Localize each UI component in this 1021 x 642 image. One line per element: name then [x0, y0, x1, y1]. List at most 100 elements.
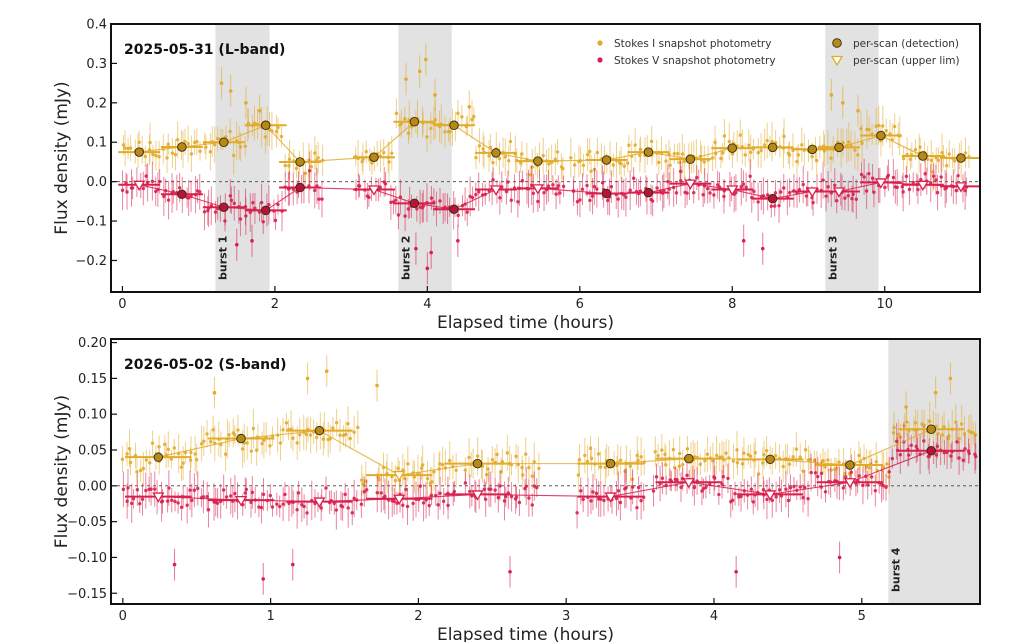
stokes-v-point	[777, 488, 782, 492]
stokes-v-point	[213, 210, 218, 214]
stokes-v-point	[907, 453, 911, 457]
stokes-v-point	[232, 201, 236, 206]
stokes-i-point	[829, 468, 833, 472]
stokes-i-point	[628, 464, 632, 468]
stokes-i-point	[199, 442, 204, 446]
stokes-i-point	[622, 164, 627, 168]
stokes-v-point	[257, 505, 261, 509]
stokes-v-point	[956, 173, 960, 178]
panel-title: 2026-05-02 (S-band)	[124, 357, 287, 373]
stokes-v-point	[581, 497, 585, 502]
stokes-i-point	[588, 149, 592, 154]
stokes-v-point	[955, 440, 959, 444]
stokes-i-point	[309, 164, 314, 169]
stokes-i-point	[952, 159, 957, 163]
stokes-v-point	[415, 207, 419, 211]
stokes-i-point	[507, 159, 511, 163]
stokes-v-point	[244, 487, 249, 492]
stokes-i-point	[639, 455, 643, 459]
stokes-v-point	[446, 503, 450, 508]
stokes-v-point	[367, 195, 371, 200]
stokes-v-point	[599, 497, 603, 501]
stokes-i-point	[800, 143, 804, 147]
stokes-v-point	[229, 198, 234, 202]
stokes-v-point	[931, 174, 936, 178]
x-tick-label: 1	[266, 609, 274, 624]
stokes-i-point	[470, 118, 474, 122]
stokes-i-point	[172, 446, 176, 450]
stokes-v-point	[125, 190, 129, 194]
stokes-i-point	[406, 462, 410, 466]
stokes-i-point	[433, 118, 438, 122]
stokes-v-point	[630, 485, 635, 489]
stokes-v-point	[201, 495, 206, 499]
stokes-v-point	[674, 191, 679, 195]
stokes-v-point	[774, 495, 778, 499]
stokes-v-point	[295, 507, 299, 512]
stokes-i-peak	[244, 101, 248, 105]
stokes-v-point	[477, 190, 481, 194]
y-axis-label: Flux density (mJy)	[52, 395, 72, 548]
stokes-v-point	[248, 210, 252, 215]
stokes-v-point	[554, 192, 558, 196]
stokes-i-scan-detection	[876, 130, 886, 141]
stokes-i-point	[216, 136, 220, 141]
stokes-i-point	[884, 129, 888, 133]
stokes-v-point	[456, 213, 460, 218]
stokes-v-scan-upper-limit	[832, 187, 846, 198]
stokes-v-point	[452, 489, 457, 494]
stokes-i-peak	[840, 101, 845, 105]
stokes-v-dip	[234, 242, 239, 247]
stokes-i-point	[370, 161, 374, 165]
stokes-i-point	[763, 143, 767, 147]
stokes-v-point	[846, 194, 850, 198]
stokes-i-point	[713, 140, 717, 145]
stokes-i-point	[295, 441, 299, 445]
stokes-v-point	[843, 196, 847, 200]
x-tick-label: 2	[414, 609, 422, 624]
stokes-v-point	[748, 174, 752, 178]
stokes-v-point	[721, 474, 725, 479]
legend-marker-stokes-i	[597, 40, 603, 46]
stokes-v-point	[267, 203, 271, 207]
stokes-v-point	[849, 470, 853, 474]
stokes-v-point	[765, 497, 769, 502]
stokes-v-point	[803, 485, 807, 490]
stokes-i-point	[595, 150, 600, 155]
stokes-i-scan-detection	[926, 424, 936, 434]
stokes-i-scan-detection	[684, 453, 694, 464]
stokes-i-scan-detection	[685, 154, 696, 164]
stokes-i-peak	[212, 390, 217, 395]
stokes-i-point	[954, 420, 958, 424]
stokes-v-point	[692, 190, 696, 195]
stokes-i-point	[399, 121, 404, 126]
stokes-i-scan-detection	[449, 120, 459, 131]
stokes-v-snapshots	[121, 422, 978, 595]
stokes-i-point	[338, 433, 342, 437]
stokes-i-point	[448, 130, 452, 134]
stokes-v-dip	[261, 577, 266, 581]
stokes-v-point	[835, 199, 839, 203]
stokes-v-point	[614, 496, 619, 501]
y-tick-label: 0.00	[78, 479, 107, 494]
stokes-i-peak	[829, 93, 834, 97]
stokes-i-point	[796, 153, 801, 157]
stokes-v-point	[561, 184, 566, 189]
stokes-v-point	[514, 495, 519, 499]
stokes-v-point	[346, 506, 350, 510]
stokes-v-point	[516, 200, 520, 204]
stokes-i-point	[730, 152, 735, 156]
stokes-i-scan-detection	[369, 152, 379, 162]
stokes-v-scan-detection	[177, 189, 187, 200]
stokes-v-point	[851, 192, 855, 196]
stokes-i-point	[738, 133, 742, 137]
stokes-v-point	[811, 200, 815, 205]
stokes-i-point	[672, 151, 677, 156]
stokes-i-peak	[904, 405, 908, 409]
stokes-i-scan-detection	[134, 147, 144, 157]
stokes-v-scan-upper-limit	[874, 178, 888, 189]
stokes-i-point	[205, 432, 209, 436]
stokes-v-point	[244, 214, 248, 218]
stokes-i-point	[270, 129, 274, 133]
stokes-i-point	[944, 163, 949, 168]
